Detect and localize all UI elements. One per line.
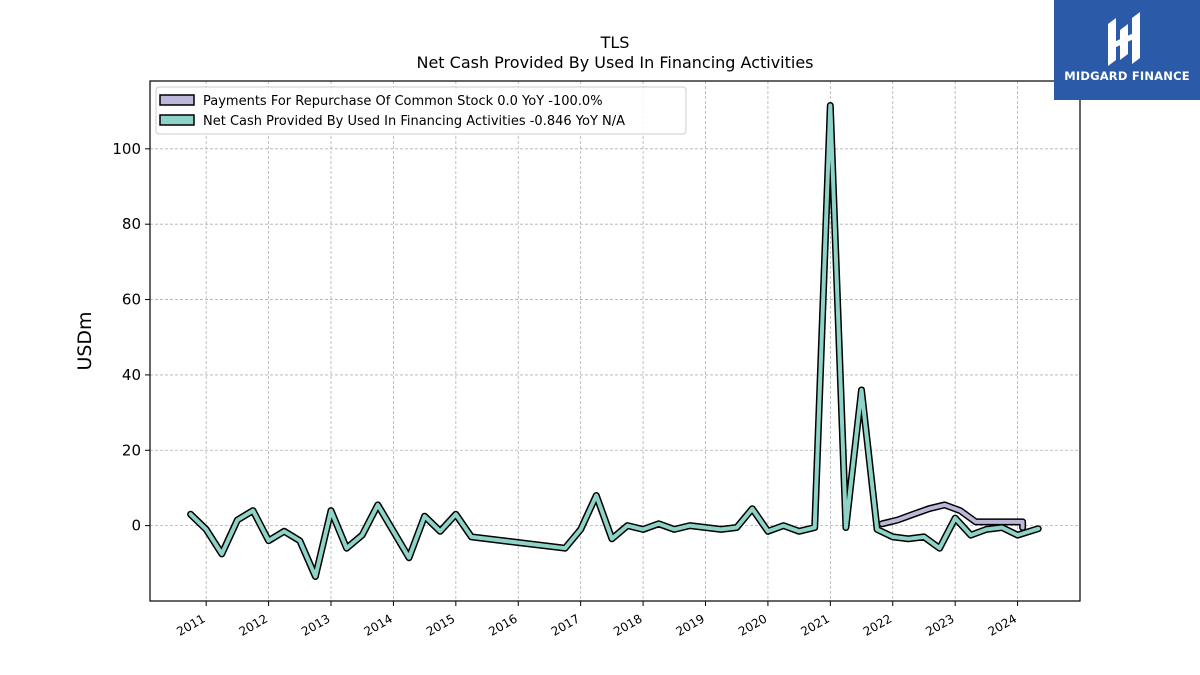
x-tick-label: 2017 xyxy=(549,611,582,638)
logo-text: MIDGARD FINANCE xyxy=(1064,69,1190,83)
legend-box xyxy=(155,86,687,135)
chart-subtitle: Net Cash Provided By Used In Financing A… xyxy=(416,53,813,72)
x-tick-label: 2022 xyxy=(861,611,894,638)
grid xyxy=(150,81,1080,601)
x-tick-label: 2014 xyxy=(361,611,394,638)
x-tick-label: 2020 xyxy=(736,611,769,638)
y-tick-label: 80 xyxy=(122,215,141,233)
series-layer xyxy=(187,102,1042,580)
y-tick-label: 100 xyxy=(112,140,141,158)
series-1-line xyxy=(188,103,1041,579)
x-ticks: 2011 2012 2013 2014 2015 2016 2017 2018 2019 2020… xyxy=(174,601,1019,639)
x-tick-label: 2016 xyxy=(486,611,519,638)
legend-label: Net Cash Provided By Used In Financing A… xyxy=(203,114,625,129)
x-tick-label: 2012 xyxy=(237,611,270,638)
x-tick-label: 2019 xyxy=(674,611,707,638)
legend-swatch xyxy=(159,114,195,126)
midgard-finance-logo: MIDGARD FINANCE xyxy=(1054,0,1200,100)
legend-swatch xyxy=(159,94,195,106)
y-tick-label: 60 xyxy=(122,291,141,309)
x-tick-label: 2015 xyxy=(424,611,457,638)
y-ticks: 0 20 40 60 80 100 xyxy=(112,140,150,535)
legend: Payments For Repurchase Of Common Stock … xyxy=(155,86,687,135)
series-0-line xyxy=(880,502,1025,530)
y-tick-label: 40 xyxy=(122,366,141,384)
x-tick-label: 2024 xyxy=(986,611,1019,638)
y-tick-label: 0 xyxy=(131,517,141,535)
x-tick-label: 2018 xyxy=(611,611,644,638)
y-axis-label: USDm xyxy=(74,311,96,370)
legend-label: Payments For Repurchase Of Common Stock … xyxy=(203,94,603,109)
y-tick-label: 20 xyxy=(122,441,141,459)
plot-frame xyxy=(149,80,1081,602)
chart-title: TLS xyxy=(600,33,630,52)
x-tick-label: 2021 xyxy=(798,611,831,638)
logo-mark-icon xyxy=(1108,12,1140,66)
x-tick-label: 2013 xyxy=(299,611,332,638)
x-tick-label: 2023 xyxy=(923,611,956,638)
x-tick-label: 2011 xyxy=(174,611,207,638)
series-1-outline xyxy=(187,102,1042,580)
